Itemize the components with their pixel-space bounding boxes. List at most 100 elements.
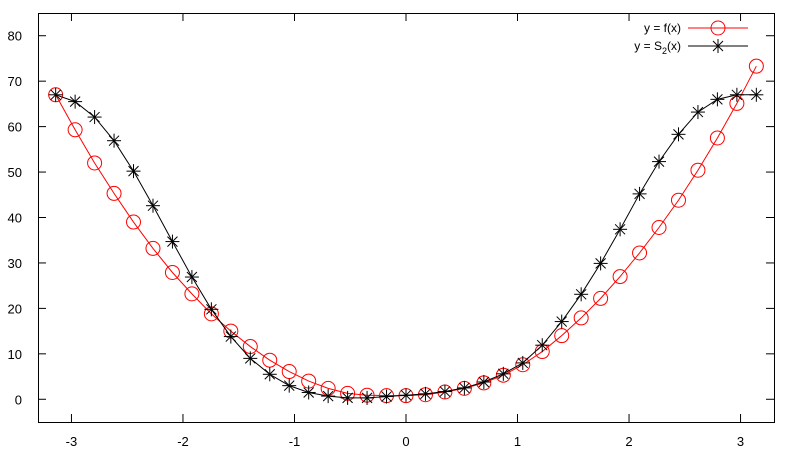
asterisk-marker-stroke-diagonal-b — [342, 392, 353, 404]
asterisk-marker — [165, 234, 180, 249]
legend-label-suffix: (x) — [667, 39, 681, 53]
asterisk-marker — [749, 87, 764, 102]
asterisk-marker — [418, 386, 433, 401]
circle-marker — [632, 245, 648, 261]
circle-marker — [709, 130, 725, 146]
asterisk-marker-stroke-diagonal-b — [614, 223, 626, 235]
circle-marker — [612, 269, 628, 285]
asterisk-marker-stroke-diagonal-b — [225, 331, 237, 342]
asterisk-marker — [262, 367, 277, 382]
legend-label: y = f(x) — [644, 21, 681, 35]
x-tick-label: -3 — [66, 434, 78, 449]
asterisk-marker — [593, 256, 608, 271]
asterisk-marker — [496, 366, 511, 381]
asterisk-marker-stroke-diagonal-b — [459, 382, 470, 394]
y-tick-label: 20 — [8, 301, 22, 316]
asterisk-marker — [652, 154, 667, 169]
y-tick-label: 80 — [8, 29, 22, 44]
circle-marker — [690, 162, 706, 178]
asterisk-marker-stroke-diagonal-b — [108, 135, 120, 147]
asterisk-marker — [184, 270, 199, 285]
series-1 — [48, 58, 764, 404]
asterisk-marker-stroke-diagonal-b — [478, 376, 490, 388]
asterisk-marker — [68, 94, 83, 109]
asterisk-marker — [379, 389, 394, 404]
circle-marker — [670, 192, 686, 208]
asterisk-marker — [223, 329, 238, 344]
asterisk-marker-stroke-diagonal-b — [731, 89, 743, 101]
asterisk-marker-stroke-diagonal-b — [361, 392, 373, 404]
asterisk-marker-stroke-diagonal-b — [303, 387, 315, 398]
circle-marker — [164, 264, 180, 280]
asterisk-marker-stroke-diagonal-b — [575, 288, 587, 300]
asterisk-marker-stroke-diagonal-b — [206, 303, 217, 315]
asterisk-marker-stroke-diagonal-b — [69, 96, 81, 107]
y-tick-label: 70 — [8, 74, 22, 89]
x-tick-label: 2 — [625, 434, 632, 449]
circle-marker — [651, 219, 667, 235]
asterisk-marker-stroke-diagonal-b — [264, 368, 276, 380]
asterisk-marker-stroke-diagonal-b — [420, 388, 431, 400]
asterisk-marker-stroke-diagonal-b — [89, 111, 100, 123]
asterisk-marker — [399, 388, 413, 403]
asterisk-marker-stroke-diagonal-b — [750, 89, 762, 101]
y-tick-label: 0 — [15, 392, 22, 407]
asterisk-marker-stroke-diagonal-b — [147, 200, 159, 212]
asterisk-marker-stroke-diagonal-b — [595, 258, 606, 269]
asterisk-marker-stroke-diagonal-b — [692, 106, 704, 118]
asterisk-marker — [204, 302, 219, 317]
asterisk-marker-stroke-diagonal-b — [400, 389, 412, 401]
legend-asterisk-marker — [711, 39, 725, 53]
circle-marker — [87, 155, 103, 171]
y-tick-label: 60 — [8, 120, 22, 135]
circle-marker — [126, 214, 142, 230]
asterisk-marker — [515, 355, 530, 370]
asterisk-marker — [613, 222, 628, 237]
asterisk-marker — [360, 390, 375, 405]
y-axis: 0 10 20 30 40 50 60 70 80 — [8, 29, 774, 407]
asterisk-marker-stroke-diagonal-b — [128, 165, 139, 177]
asterisk-marker — [145, 198, 160, 213]
asterisk-marker-stroke-diagonal-b — [167, 236, 178, 247]
asterisk-marker-stroke-diagonal-b — [50, 89, 62, 101]
asterisk-marker-stroke-diagonal-b — [653, 156, 665, 167]
asterisk-marker — [126, 164, 141, 179]
asterisk-marker-stroke-diagonal-b — [283, 380, 295, 391]
x-tick-label: 0 — [402, 434, 409, 449]
series-2 — [48, 87, 764, 405]
asterisk-marker-stroke-diagonal-b — [634, 188, 645, 200]
circle-marker — [573, 310, 589, 326]
legend-asterisk-marker-stroke-diagonal-b — [712, 40, 724, 52]
circle-marker — [593, 290, 609, 306]
circle-marker — [67, 122, 83, 138]
legend-label-prefix: y = S — [634, 39, 662, 53]
legend-label: y = S2(x) — [634, 39, 681, 56]
x-tick-label: -1 — [289, 434, 301, 449]
asterisk-marker — [554, 314, 569, 329]
asterisk-marker-stroke-diagonal-b — [381, 391, 392, 402]
asterisk-marker — [321, 389, 336, 404]
asterisk-marker — [243, 351, 258, 366]
asterisk-marker-stroke-diagonal-b — [673, 128, 684, 140]
asterisk-marker — [340, 390, 355, 405]
asterisk-marker — [87, 110, 102, 125]
asterisk-marker — [574, 287, 589, 302]
asterisk-marker — [282, 378, 297, 393]
asterisk-marker — [107, 133, 122, 148]
circle-marker — [145, 240, 161, 256]
circle-marker — [106, 185, 122, 201]
series-line-2 — [55, 94, 757, 399]
asterisk-marker-stroke-diagonal-b — [439, 386, 451, 397]
asterisk-marker — [710, 92, 725, 107]
legend-label-subscript: 2 — [662, 46, 667, 56]
asterisk-marker-stroke-diagonal-b — [536, 339, 548, 351]
circle-marker — [748, 58, 764, 74]
asterisk-marker — [48, 87, 63, 102]
asterisk-marker — [301, 385, 316, 400]
x-tick-label: -2 — [177, 434, 189, 449]
series-layer — [48, 58, 764, 405]
y-tick-label: 40 — [8, 211, 22, 226]
asterisk-marker — [437, 384, 452, 399]
plot-frame — [38, 13, 775, 423]
